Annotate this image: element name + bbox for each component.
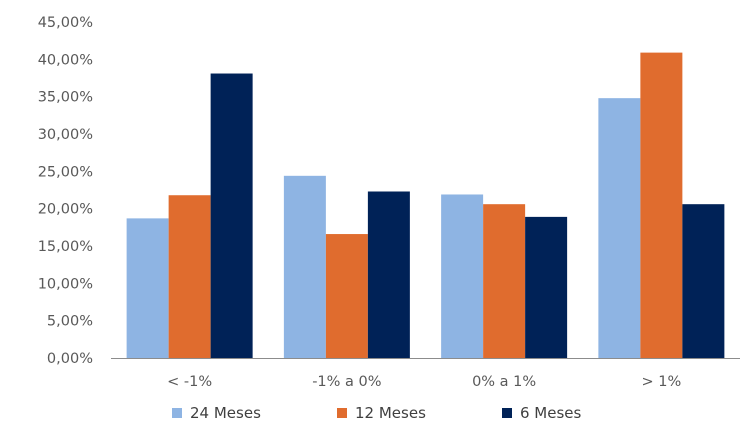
y-tick-label: 5,00% — [47, 314, 93, 330]
legend-swatch — [337, 408, 347, 418]
bar-12-meses-4 — [640, 52, 683, 358]
bar-24-meses-3 — [441, 194, 484, 358]
y-tick-label: 35,00% — [38, 90, 93, 106]
legend-swatch — [172, 408, 182, 418]
x-tick-label: -1% a 0% — [312, 374, 381, 390]
bar-12-meses-1 — [168, 195, 211, 358]
legend: 24 Meses 12 Meses 6 Meses — [172, 404, 582, 422]
legend-label: 12 Meses — [355, 404, 426, 422]
bar-24-meses-2 — [283, 175, 326, 358]
bars — [126, 52, 725, 359]
bar-6-meses-3 — [525, 216, 568, 358]
x-tick-label: < -1% — [167, 374, 212, 390]
legend-swatch — [502, 408, 512, 418]
y-tick-label: 15,00% — [38, 239, 93, 255]
x-tick-label: > 1% — [641, 374, 681, 390]
y-tick-label: 20,00% — [38, 202, 93, 218]
bar-6-meses-1 — [210, 73, 253, 359]
x-axis: < -1% -1% a 0% 0% a 1% > 1% — [111, 358, 740, 390]
x-tick-label: 0% a 1% — [472, 374, 536, 390]
y-tick-label: 10,00% — [38, 276, 93, 292]
y-tick-label: 25,00% — [38, 164, 93, 180]
y-axis: 0,00% 5,00% 10,00% 15,00% 20,00% 25,00% 30,00%… — [38, 15, 93, 367]
legend-label: 24 Meses — [190, 404, 261, 422]
bar-12-meses-2 — [325, 234, 368, 358]
y-tick-label: 0,00% — [47, 351, 93, 367]
bar-12-meses-3 — [483, 204, 526, 358]
bar-6-meses-2 — [367, 191, 410, 358]
y-tick-label: 30,00% — [38, 127, 93, 143]
bar-24-meses-4 — [598, 98, 641, 358]
bar-6-meses-4 — [682, 204, 725, 358]
bar-24-meses-1 — [126, 218, 169, 358]
legend-label: 6 Meses — [520, 404, 582, 422]
y-tick-label: 45,00% — [38, 15, 93, 31]
y-tick-label: 40,00% — [38, 52, 93, 68]
